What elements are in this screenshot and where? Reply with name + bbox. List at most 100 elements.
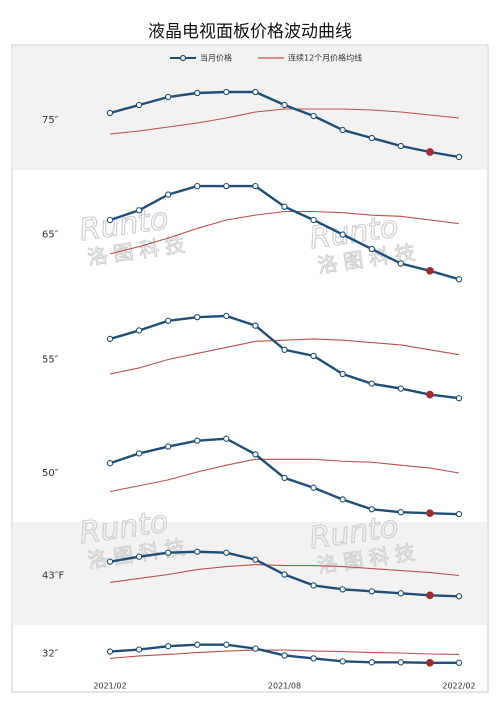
data-point [165,93,172,101]
data-point [281,474,288,482]
data-point [310,352,317,360]
data-point [281,652,288,659]
data-point [281,346,288,353]
data-point [397,385,404,392]
legend-label: 连续12个月价格均线 [288,53,362,63]
data-point [165,549,172,556]
data-point [252,451,259,458]
chart-title: 液晶电视面板价格波动曲线 [148,22,352,42]
data-point [397,260,404,267]
data-point [135,207,143,214]
data-point [368,245,375,253]
data-point [397,590,404,597]
data-point [223,641,230,648]
data-point [339,658,346,665]
series-line [109,458,460,493]
data-point [310,484,317,491]
data-point [135,553,143,560]
data-point [165,191,172,198]
data-point [426,148,434,156]
data-point [252,322,259,329]
data-point [339,126,346,134]
data-point [455,395,463,402]
data-point [310,112,317,120]
data-point [281,203,288,210]
data-point [426,591,434,600]
data-point [339,231,346,238]
panel-background [13,420,487,522]
data-point [135,101,143,109]
data-point [194,182,201,190]
data-point [135,327,143,334]
data-point [397,509,404,516]
data-point [223,88,230,96]
data-point [223,435,230,442]
data-point [194,437,201,444]
data-point [223,549,230,556]
data-point [455,511,463,518]
panel-label: 75″ [42,115,59,126]
data-point [106,335,114,343]
data-point [426,266,434,275]
legend-label: 当月价格 [200,53,232,63]
data-point [194,313,201,321]
data-point [281,571,288,578]
data-point [339,370,346,378]
data-point [426,509,434,518]
panel-background [13,170,487,295]
data-point [339,586,346,593]
data-point [252,556,259,563]
panel-background [13,625,487,678]
data-point [455,593,463,600]
data-point [455,276,463,283]
panel-label: 32″ [42,649,59,660]
data-point [310,582,317,589]
data-point [339,496,346,503]
data-point [194,548,201,555]
data-point [281,101,288,109]
data-point [310,216,317,224]
panel-background [13,46,487,170]
series-line [109,649,460,659]
data-point [426,390,434,399]
data-point [310,655,317,662]
data-point [106,558,114,565]
data-point [106,109,114,117]
series-line [109,338,460,375]
data-point [455,659,463,666]
panel-label: 50″ [42,468,59,479]
data-point [252,645,259,652]
data-point [106,216,114,224]
panel-label: 65″ [42,230,59,241]
panel-label: 43″F [42,571,64,582]
panel-label: 55″ [42,355,59,366]
data-point [194,641,201,648]
data-point [252,88,259,96]
data-point [135,450,143,457]
data-point [252,182,259,190]
data-point [165,643,172,650]
data-point [397,659,404,666]
x-tick-label: 2021/02 [93,682,126,691]
series-line [109,210,460,255]
data-point [165,443,172,450]
legend-marker [179,54,187,62]
data-point [368,588,375,595]
panel-background [13,295,487,420]
data-point [106,648,114,655]
series-line [109,564,460,583]
series-line [109,108,460,135]
data-point [165,317,172,324]
data-point [397,142,404,150]
data-point [368,506,375,513]
x-tick-label: 2022/02 [442,682,475,691]
data-point [223,182,230,190]
data-point [194,89,201,97]
data-point [426,658,434,667]
data-point [223,312,230,320]
data-point [368,380,375,387]
data-point [368,134,375,142]
data-point [106,460,114,467]
x-tick-label: 2021/08 [268,682,301,691]
